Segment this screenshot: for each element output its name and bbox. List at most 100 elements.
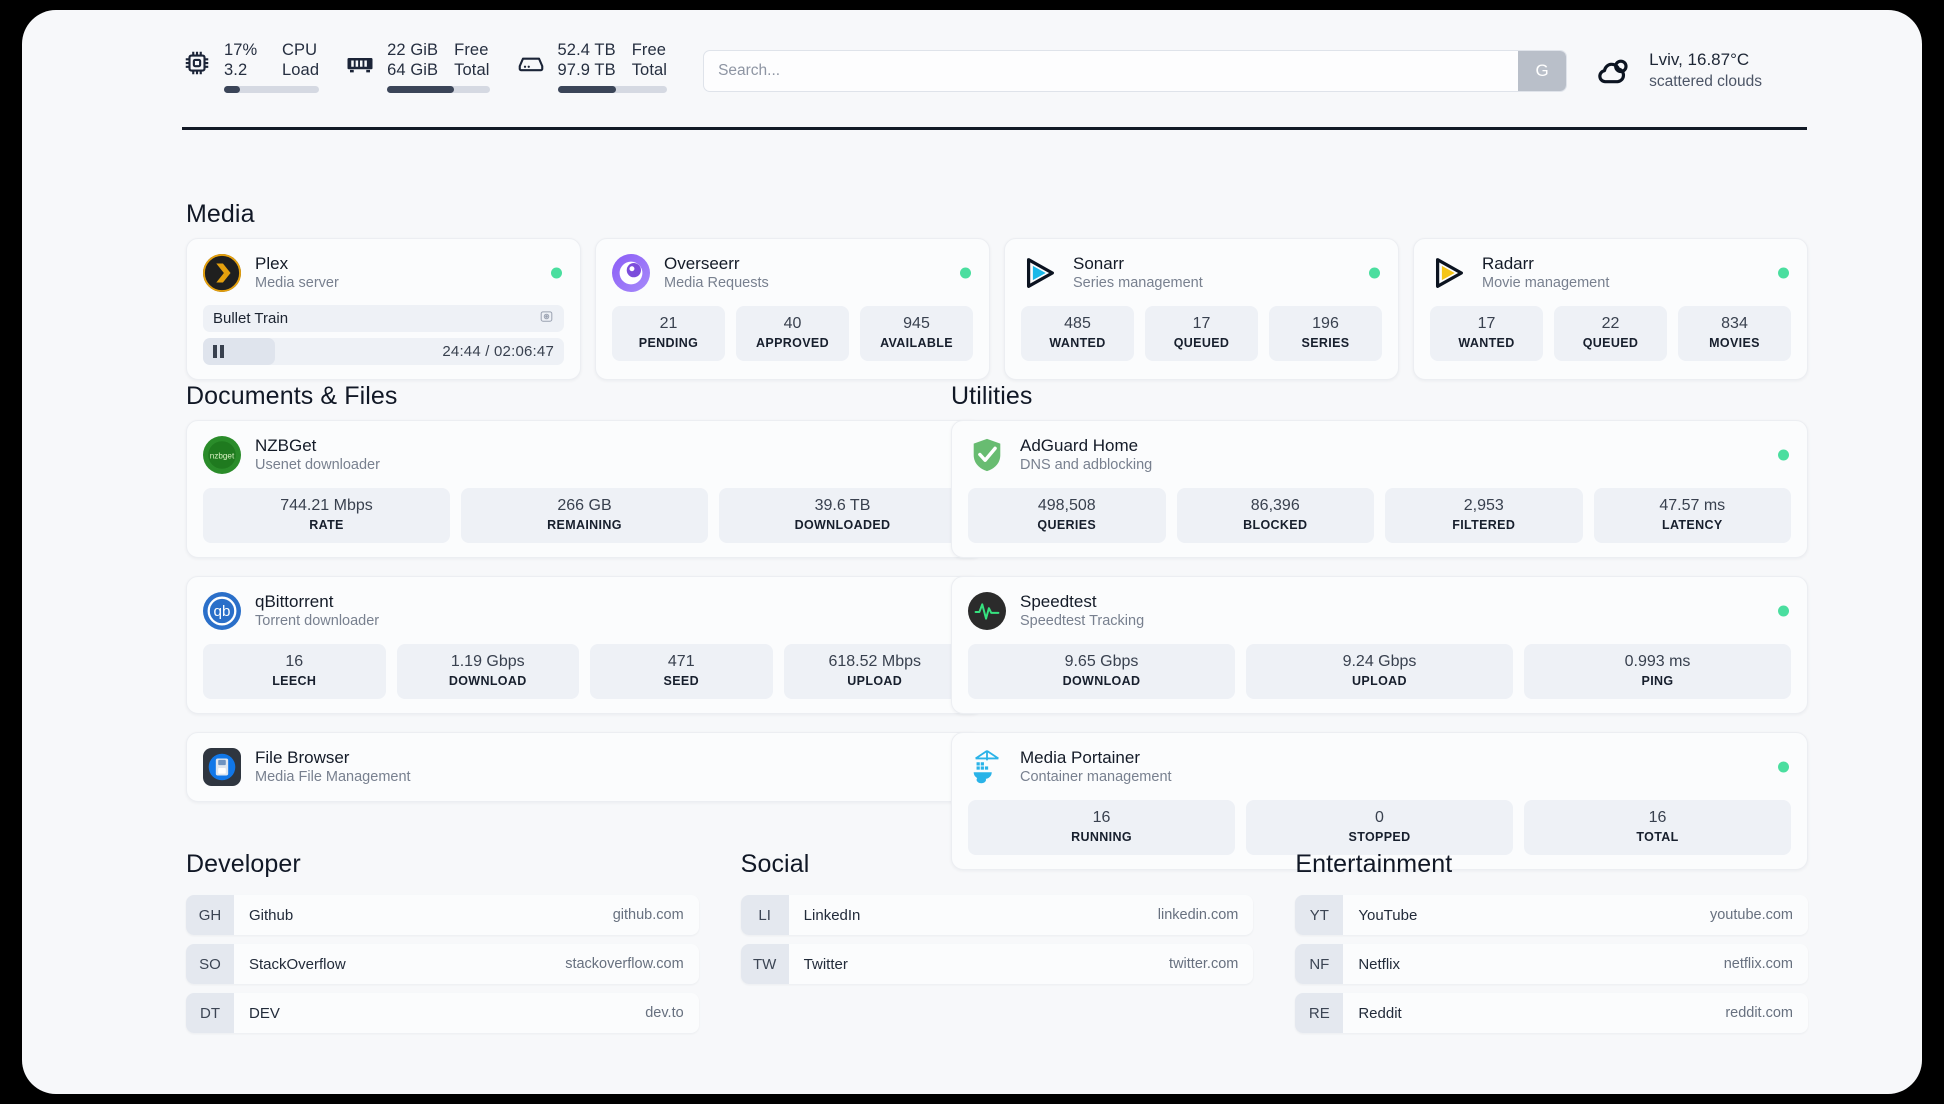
stat-box[interactable]: 498,508 QUERIES [968, 488, 1166, 543]
status-indicator-online [1778, 267, 1789, 279]
service-card-sonarr[interactable]: Sonarr Series management 485 WANTED 17 Q… [1004, 238, 1399, 380]
stat-box[interactable]: 22 QUEUED [1554, 306, 1667, 361]
bookmark-name: LinkedIn [803, 906, 861, 924]
card-header: Media Portainer Container management [968, 747, 1791, 787]
nzbget-icon: nzbget [203, 436, 241, 474]
search-bar[interactable]: G [703, 50, 1568, 92]
stats-row: 21 PENDING 40 APPROVED 945 AVAILABLE [612, 306, 973, 361]
stat-box[interactable]: 618.52 Mbps UPLOAD [783, 644, 966, 699]
service-description: Torrent downloader [255, 613, 380, 629]
cast-icon[interactable] [539, 309, 554, 329]
ram-usage-fill [387, 85, 454, 93]
stat-label: UPLOAD [847, 674, 903, 688]
playback-time: 24:44 / 02:06:47 [442, 343, 554, 360]
stat-value: 0 [1375, 809, 1384, 826]
status-indicator-online [960, 267, 971, 279]
documents-card-column: nzbget NZBGet Usenet downloader 744.21 M… [186, 420, 983, 820]
bookmark-link[interactable]: RE Reddit reddit.com [1295, 993, 1809, 1033]
svg-text:qb: qb [214, 603, 231, 620]
stat-value: 2,953 [1463, 497, 1504, 514]
stat-box[interactable]: 16 LEECH [203, 644, 386, 699]
stat-box[interactable]: 47.57 ms LATENCY [1593, 488, 1791, 543]
stat-value: 618.52 Mbps [828, 653, 921, 670]
stat-value: 16 [285, 653, 304, 670]
stat-box[interactable]: 21 PENDING [612, 306, 725, 361]
disk-icon [516, 48, 546, 78]
weather-location-temp: Lviv, 16.87°C [1649, 50, 1750, 69]
svg-text:nzbget: nzbget [210, 451, 235, 460]
card-header: Sonarr Series management [1021, 253, 1382, 293]
service-card-plex[interactable]: Plex Media server Bullet Train 24:44 / 0… [186, 238, 581, 380]
service-card-nzbget[interactable]: nzbget NZBGet Usenet downloader 744.21 M… [186, 420, 983, 558]
service-card-adguard-home[interactable]: AdGuard Home DNS and adblocking 498,508 … [951, 420, 1808, 558]
qbittorrent-icon: qb [203, 592, 241, 630]
now-playing-title: Bullet Train [213, 310, 289, 327]
stat-label: DOWNLOAD [448, 674, 527, 688]
search-submit-button[interactable]: G [1518, 51, 1567, 91]
disk-label-bottom: Total [631, 60, 668, 79]
stat-box[interactable]: 39.6 TB DOWNLOADED [719, 488, 966, 543]
bookmark-url: stackoverflow.com [565, 956, 684, 972]
service-card-overseerr[interactable]: Overseerr Media Requests 21 PENDING 40 A… [595, 238, 990, 380]
service-card-file-browser[interactable]: File Browser Media File Management [186, 732, 983, 802]
bookmark-link[interactable]: NF Netflix netflix.com [1295, 944, 1809, 984]
stat-box[interactable]: 471 SEED [590, 644, 773, 699]
stat-box[interactable]: 17 QUEUED [1145, 306, 1258, 361]
stats-row: 498,508 QUERIES 86,396 BLOCKED 2,953 FIL… [968, 488, 1791, 543]
sonarr-icon [1021, 254, 1059, 292]
bookmark-link[interactable]: GH Github github.com [186, 895, 699, 935]
adguard-home-icon [968, 436, 1006, 474]
stat-box[interactable]: 834 MOVIES [1678, 306, 1791, 361]
bookmark-link[interactable]: DT DEV dev.to [186, 993, 699, 1033]
stat-box[interactable]: 9.65 Gbps DOWNLOAD [968, 644, 1235, 699]
stat-label: PING [1641, 674, 1674, 688]
bookmark-group: Entertainment YT YouTube youtube.com NF … [1295, 850, 1809, 1042]
service-card-media-portainer[interactable]: Media Portainer Container management 16 … [951, 732, 1808, 870]
stat-box[interactable]: 0 STOPPED [1246, 800, 1513, 855]
bookmark-link[interactable]: LI LinkedIn linkedin.com [740, 895, 1254, 935]
bookmark-name: Github [249, 906, 294, 924]
stat-box[interactable]: 16 TOTAL [1524, 800, 1791, 855]
now-playing-row[interactable]: Bullet Train [203, 305, 564, 332]
bookmark-name: DEV [249, 1004, 280, 1022]
section-title-documents: Documents & Files [186, 382, 398, 410]
pause-icon[interactable] [213, 345, 224, 358]
stat-box[interactable]: 86,396 BLOCKED [1176, 488, 1374, 543]
section-title-media: Media [186, 200, 255, 228]
stat-box[interactable]: 945 AVAILABLE [860, 306, 973, 361]
stat-box[interactable]: 9.24 Gbps UPLOAD [1246, 644, 1513, 699]
stat-box[interactable]: 266 GB REMAINING [461, 488, 708, 543]
bookmark-link[interactable]: SO StackOverflow stackoverflow.com [186, 944, 699, 984]
stat-value: 40 [783, 315, 802, 332]
stat-box[interactable]: 0.993 ms PING [1524, 644, 1791, 699]
service-card-radarr[interactable]: Radarr Movie management 17 WANTED 22 QUE… [1413, 238, 1808, 380]
disk-label-top: Free [631, 40, 667, 59]
stat-box[interactable]: 744.21 Mbps RATE [203, 488, 450, 543]
dashboard-frame: 17% 3.2 CPU Load [22, 10, 1922, 1094]
service-card-qbittorrent[interactable]: qb qBittorrent Torrent downloader 16 LEE… [186, 576, 983, 714]
service-name: Overseerr [664, 254, 740, 273]
stat-box[interactable]: 2,953 FILTERED [1385, 488, 1583, 543]
service-card-speedtest[interactable]: Speedtest Speedtest Tracking 9.65 Gbps D… [951, 576, 1808, 714]
service-name: NZBGet [255, 436, 317, 455]
bookmark-link[interactable]: YT YouTube youtube.com [1295, 895, 1809, 935]
bookmark-url: github.com [612, 907, 684, 923]
stat-box[interactable]: 17 WANTED [1430, 306, 1543, 361]
stat-box[interactable]: 1.19 Gbps DOWNLOAD [396, 644, 579, 699]
stat-box[interactable]: 16 RUNNING [968, 800, 1235, 855]
bookmark-name: YouTube [1358, 906, 1418, 924]
stat-value: 9.24 Gbps [1342, 653, 1417, 670]
bookmark-badge: DT [186, 993, 234, 1033]
bookmark-link[interactable]: TW Twitter twitter.com [740, 944, 1254, 984]
stat-value: 21 [659, 315, 678, 332]
section-title-utilities: Utilities [951, 382, 1033, 410]
stat-box[interactable]: 196 SERIES [1269, 306, 1382, 361]
cpu-usage-bar [224, 85, 320, 93]
ram-label-bottom: Total [454, 60, 490, 79]
search-input[interactable] [704, 51, 1519, 91]
playback-progress-bar[interactable]: 24:44 / 02:06:47 [203, 338, 564, 365]
service-description: Series management [1073, 275, 1203, 291]
stat-box[interactable]: 485 WANTED [1021, 306, 1134, 361]
service-name: Speedtest [1020, 592, 1097, 611]
stat-box[interactable]: 40 APPROVED [736, 306, 849, 361]
